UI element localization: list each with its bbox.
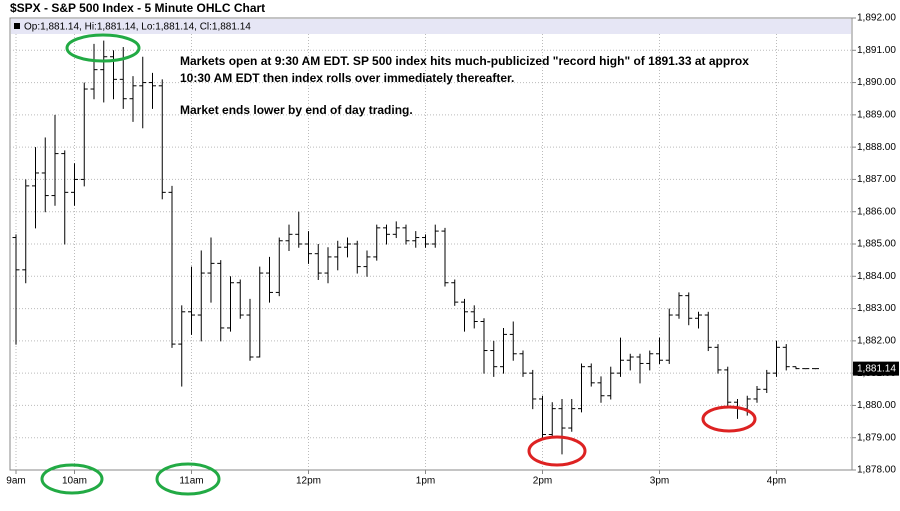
green-circle	[155, 462, 221, 496]
y-tick-label: 1,879.00	[857, 432, 896, 443]
x-tick-label: 9am	[6, 476, 25, 487]
highlight-circles	[40, 33, 757, 496]
header-bar	[11, 19, 851, 34]
x-tick-label: 11am	[179, 476, 203, 487]
y-tick-label: 1,892.00	[857, 13, 896, 24]
y-tick-label: 1,890.00	[857, 77, 896, 88]
x-tick-label: 3pm	[650, 476, 669, 487]
annotation: 10:30 AM EDT then index rolls over immed…	[180, 71, 514, 85]
y-tick-label: 1,888.00	[857, 142, 896, 153]
y-tick-label: 1,883.00	[857, 303, 896, 314]
chart-title: $SPX - S&P 500 Index - 5 Minute OHLC Cha…	[10, 1, 265, 15]
y-tick-label: 1,885.00	[857, 239, 896, 250]
y-tick-label: 1,880.00	[857, 400, 896, 411]
y-tick-label: 1,891.00	[857, 45, 896, 56]
annotation: Market ends lower by end of day trading.	[180, 103, 413, 117]
y-tick-label: 1,886.00	[857, 206, 896, 217]
green-circle	[40, 463, 104, 495]
y-tick-label: 1,878.00	[857, 465, 896, 476]
y-tick-label: 1,889.00	[857, 109, 896, 120]
x-tick-label: 12pm	[296, 476, 321, 487]
x-tick-label: 4pm	[767, 476, 786, 487]
green-circle	[65, 33, 141, 63]
annotation: Markets open at 9:30 AM EDT. SP 500 inde…	[180, 54, 749, 68]
y-tick-label: 1,887.00	[857, 174, 896, 185]
x-tick-label: 2pm	[533, 476, 552, 487]
last-price-box	[853, 361, 899, 376]
y-tick-label: 1,884.00	[857, 271, 896, 282]
x-tick-label: 10am	[62, 476, 87, 487]
y-tick-label: 1,882.00	[857, 335, 896, 346]
header-icon	[14, 23, 20, 29]
red-circle	[527, 435, 587, 467]
last-price-label: 1,881.14	[857, 363, 896, 374]
header-text: Op:1,881.14, Hi:1,881.14, Lo:1,881.14, C…	[24, 22, 251, 33]
red-circle	[701, 405, 757, 433]
x-tick-label: 1pm	[416, 476, 435, 487]
